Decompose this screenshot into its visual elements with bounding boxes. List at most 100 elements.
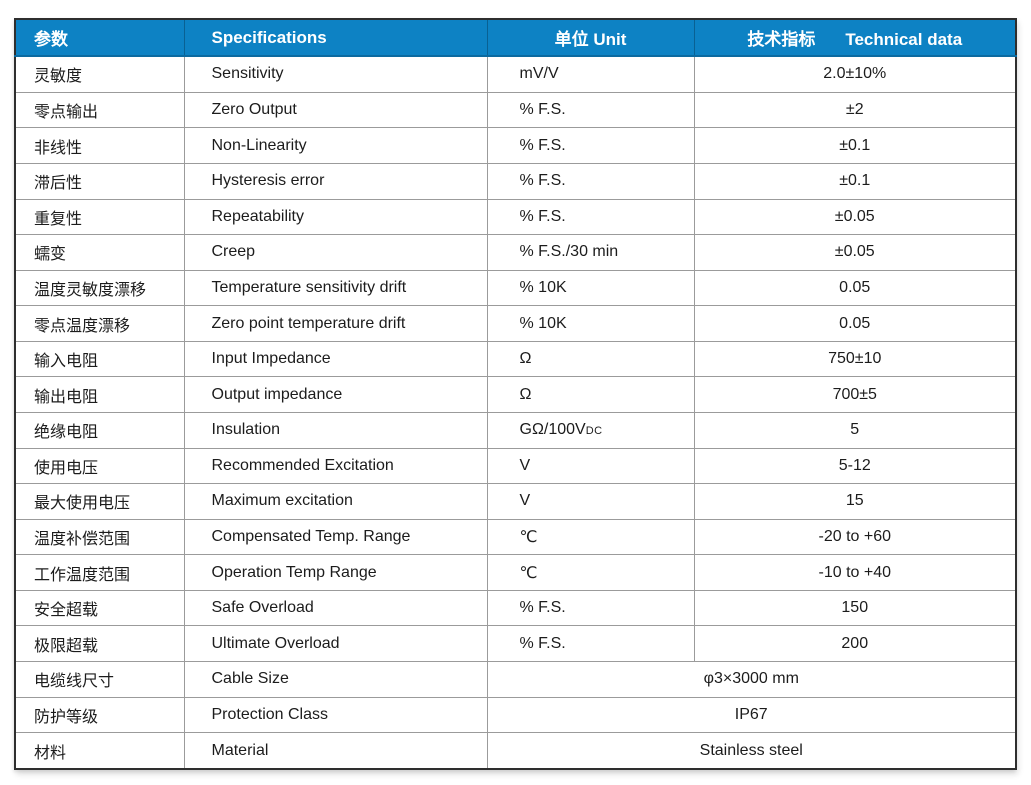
unit-cell: ℃: [486, 554, 695, 591]
param-cell: 零点输出: [14, 91, 185, 129]
table-row: 输入电阻 Input Impedance Ω 750±10: [14, 340, 1017, 378]
value-cell-merged: φ3×3000 mm: [486, 661, 1017, 698]
specification-table: 参数 Specifications 单位 Unit 技术指标 Technical …: [14, 18, 1017, 770]
spec-table-header: 参数 Specifications 单位 Unit 技术指标 Technical …: [15, 19, 1016, 57]
spec-cell: Safe Overload: [183, 589, 488, 627]
table-row: 电缆线尺寸 Cable Size φ3×3000 mm: [14, 661, 1017, 698]
unit-cell: % F.S.: [486, 198, 695, 236]
spec-cell: Hysteresis error: [183, 162, 488, 200]
technical-data-cell: ±2: [693, 91, 1017, 129]
param-cell: 防护等级: [14, 696, 185, 734]
param-cell: 滞后性: [14, 162, 185, 200]
table-row: 输出电阻 Output impedance Ω 700±5: [14, 376, 1017, 413]
table-row: 温度补偿范围 Compensated Temp. Range ℃ -20 to +60: [14, 518, 1017, 556]
param-cell: 材料: [14, 732, 185, 770]
param-cell: 温度补偿范围: [14, 518, 185, 556]
header-unit-en-label: Unit: [593, 30, 627, 49]
table-row: 安全超载 Safe Overload% F.S. 150: [14, 589, 1017, 627]
table-row: 工作温度范围 Operation Temp Range ℃ -10 to +40: [14, 554, 1017, 591]
header-param: 参数: [15, 19, 185, 57]
param-cell: 输入电阻: [14, 340, 185, 378]
table-row: 极限超载 Ultimate Overload% F.S. 200: [14, 625, 1017, 663]
unit-cell: V: [486, 447, 695, 485]
spec-table-body: 灵敏度 Sensitivity mV/V 2.0±10% 零点输出 Zero Output…: [14, 55, 1017, 770]
spec-cell: Operation Temp Range: [183, 554, 488, 591]
technical-data-cell: 0.05: [693, 269, 1017, 307]
header-unit-zh-label: 单位: [554, 30, 589, 49]
spec-cell: Non-Linearity: [183, 127, 488, 164]
spec-cell: Zero Output: [183, 91, 488, 129]
spec-cell: Temperature sensitivity drift: [183, 269, 488, 307]
table-row: 非线性 Non-Linearity% F.S. ±0.1: [14, 127, 1017, 164]
header-specifications: Specifications: [184, 19, 488, 57]
header-tech-zh-label: 技术指标: [747, 30, 816, 49]
spec-cell: Insulation: [183, 411, 488, 449]
unit-cell: Ω: [486, 340, 695, 378]
table-row: 材料 Material Stainless steel: [14, 732, 1017, 770]
spec-cell: Creep: [183, 234, 488, 271]
technical-data-cell: 750±10: [693, 340, 1017, 378]
technical-data-cell: ±0.1: [693, 162, 1017, 200]
param-cell: 绝缘电阻: [14, 411, 185, 449]
param-cell: 温度灵敏度漂移: [14, 269, 185, 307]
technical-data-cell: ±0.1: [693, 127, 1017, 164]
table-row: 使用电压 Recommended Excitation V 5-12: [14, 447, 1017, 485]
param-cell: 零点温度漂移: [14, 305, 185, 342]
param-cell: 使用电压: [14, 447, 185, 485]
unit-cell: % F.S.: [486, 91, 695, 129]
param-cell: 重复性: [14, 198, 185, 236]
unit-cell: % 10K: [486, 269, 695, 307]
param-cell: 电缆线尺寸: [14, 661, 185, 698]
spec-cell: Output impedance: [183, 376, 488, 413]
value-cell-merged: Stainless steel: [486, 732, 1017, 770]
param-cell: 蠕变: [14, 234, 185, 271]
spec-cell: Recommended Excitation: [183, 447, 488, 485]
header-specifications-label: Specifications: [211, 27, 327, 47]
spec-cell: Material: [183, 732, 488, 770]
spec-cell: Zero point temperature drift: [183, 305, 488, 342]
unit-cell: % F.S.: [486, 162, 695, 200]
param-cell: 安全超载: [14, 589, 185, 627]
unit-cell: Ω: [486, 376, 695, 413]
spec-cell: Sensitivity: [183, 55, 488, 93]
header-param-label: 参数: [34, 30, 68, 49]
technical-data-cell: 5: [693, 411, 1017, 449]
unit-cell: mV/V: [486, 55, 695, 93]
unit-cell: GΩ/100VDC: [486, 411, 695, 449]
technical-data-cell: 0.05: [693, 305, 1017, 342]
header-technical-data: 技术指标 Technical data: [694, 19, 1016, 57]
table-row: 温度灵敏度漂移 Temperature sensitivity drift% 10…: [14, 269, 1017, 307]
unit-cell: % F.S./30 min: [486, 234, 695, 271]
technical-data-cell: 700±5: [693, 376, 1017, 413]
param-cell: 灵敏度: [14, 55, 185, 93]
spec-cell: Cable Size: [183, 661, 488, 698]
spec-cell: Compensated Temp. Range: [183, 518, 488, 556]
value-cell-merged: IP67: [486, 696, 1017, 734]
technical-data-cell: 15: [693, 483, 1017, 520]
table-row: 灵敏度 Sensitivity mV/V 2.0±10%: [14, 55, 1017, 93]
table-row: 零点温度漂移 Zero point temperature drift% 10K 0…: [14, 305, 1017, 342]
technical-data-cell: ±0.05: [693, 234, 1017, 271]
table-row: 重复性 Repeatability% F.S. ±0.05: [14, 198, 1017, 236]
unit-cell: % F.S.: [486, 127, 695, 164]
header-unit: 单位 Unit: [487, 19, 695, 57]
spec-cell: Ultimate Overload: [183, 625, 488, 663]
unit-cell: ℃: [486, 518, 695, 556]
param-cell: 非线性: [14, 127, 185, 164]
spec-cell: Repeatability: [183, 198, 488, 236]
technical-data-cell: ±0.05: [693, 198, 1017, 236]
table-row: 最大使用电压 Maximum excitation V 15: [14, 483, 1017, 520]
spec-cell: Input Impedance: [183, 340, 488, 378]
param-cell: 工作温度范围: [14, 554, 185, 591]
technical-data-cell: -20 to +60: [693, 518, 1017, 556]
unit-cell: V: [486, 483, 695, 520]
technical-data-cell: 150: [693, 589, 1017, 627]
param-cell: 最大使用电压: [14, 483, 185, 520]
header-row: 参数 Specifications 单位 Unit 技术指标 Technical …: [15, 19, 1016, 57]
table-row: 零点输出 Zero Output% F.S. ±2: [14, 91, 1017, 129]
technical-data-cell: -10 to +40: [693, 554, 1017, 591]
spec-sheet: 参数 Specifications 单位 Unit 技术指标 Technical …: [14, 18, 1017, 770]
unit-cell: % 10K: [486, 305, 695, 342]
unit-cell: % F.S.: [486, 589, 695, 627]
table-row: 防护等级 Protection Class IP67: [14, 696, 1017, 734]
